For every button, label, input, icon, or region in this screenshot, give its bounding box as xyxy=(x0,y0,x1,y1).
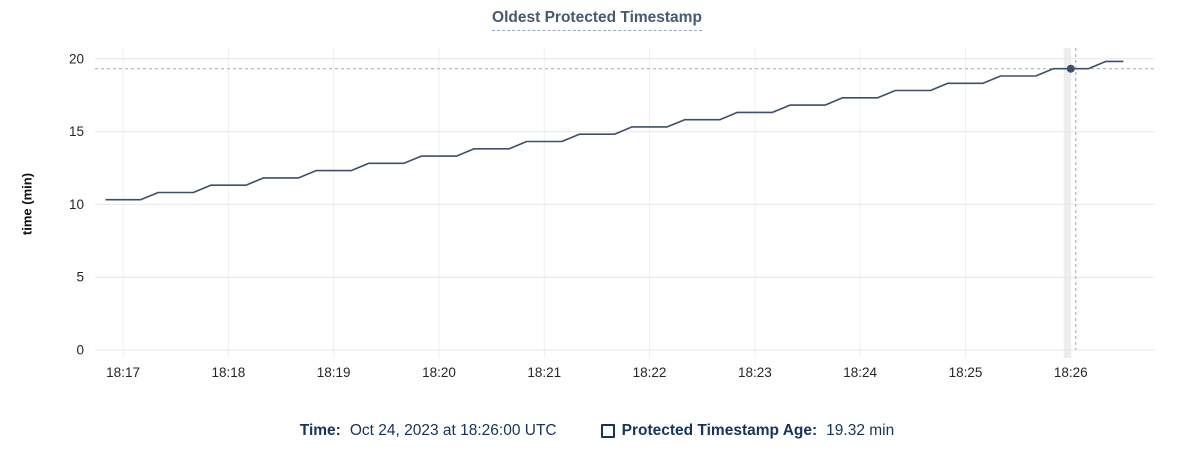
hover-point-marker xyxy=(1066,64,1075,73)
chart-title-row: Oldest Protected Timestamp xyxy=(0,9,1194,31)
x-tick-label: 18:22 xyxy=(633,365,667,380)
footer-time-label: Time: xyxy=(299,422,341,439)
y-tick-label: 5 xyxy=(76,270,84,285)
x-tick-label: 18:20 xyxy=(422,365,456,380)
footer-series-label: Protected Timestamp Age: xyxy=(621,422,818,439)
x-tick-label: 18:26 xyxy=(1054,365,1088,380)
x-tick-label: 18:24 xyxy=(843,365,877,380)
series-checkbox[interactable] xyxy=(600,424,615,438)
chart-footer-legend: Time: Oct 24, 2023 at 18:26:00 UTC Prote… xyxy=(0,421,1194,441)
chart-plot-area[interactable]: 18:17 18:18 18:19 18:20 18:21 18:22 18:23 18:24… xyxy=(0,0,1194,410)
x-axis-tick-labels: 18:17 18:18 18:19 18:20 18:21 18:22 18:23 18:24… xyxy=(106,365,1087,380)
hover-highlight-band xyxy=(1063,48,1071,358)
series-line-protected-timestamp-age xyxy=(105,60,1124,201)
x-tick-label: 18:18 xyxy=(211,365,245,380)
y-axis-tick-labels: 0 5 10 15 20 xyxy=(69,51,84,357)
vertical-gridlines xyxy=(122,48,1072,358)
x-tick-label: 18:19 xyxy=(317,365,351,380)
x-tick-label: 18:21 xyxy=(527,365,561,380)
chart-title[interactable]: Oldest Protected Timestamp xyxy=(492,9,702,31)
x-tick-label: 18:23 xyxy=(738,365,772,380)
footer-series-value: 19.32 min xyxy=(826,422,895,439)
footer-time-value: Oct 24, 2023 at 18:26:00 UTC xyxy=(349,422,557,439)
y-tick-label: 0 xyxy=(76,343,84,358)
horizontal-gridlines xyxy=(95,58,1155,351)
x-tick-label: 18:25 xyxy=(949,365,983,380)
x-tick-label: 18:17 xyxy=(106,365,140,380)
y-tick-label: 20 xyxy=(69,51,84,66)
y-tick-label: 15 xyxy=(69,124,84,139)
y-tick-label: 10 xyxy=(69,197,84,212)
